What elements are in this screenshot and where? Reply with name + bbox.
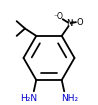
Text: NH₂: NH₂ xyxy=(61,94,78,103)
Text: N: N xyxy=(66,19,72,28)
Text: ⁻O: ⁻O xyxy=(54,12,64,21)
Text: +: + xyxy=(70,19,75,24)
Text: O: O xyxy=(77,18,83,27)
Text: H₂N: H₂N xyxy=(20,94,37,103)
